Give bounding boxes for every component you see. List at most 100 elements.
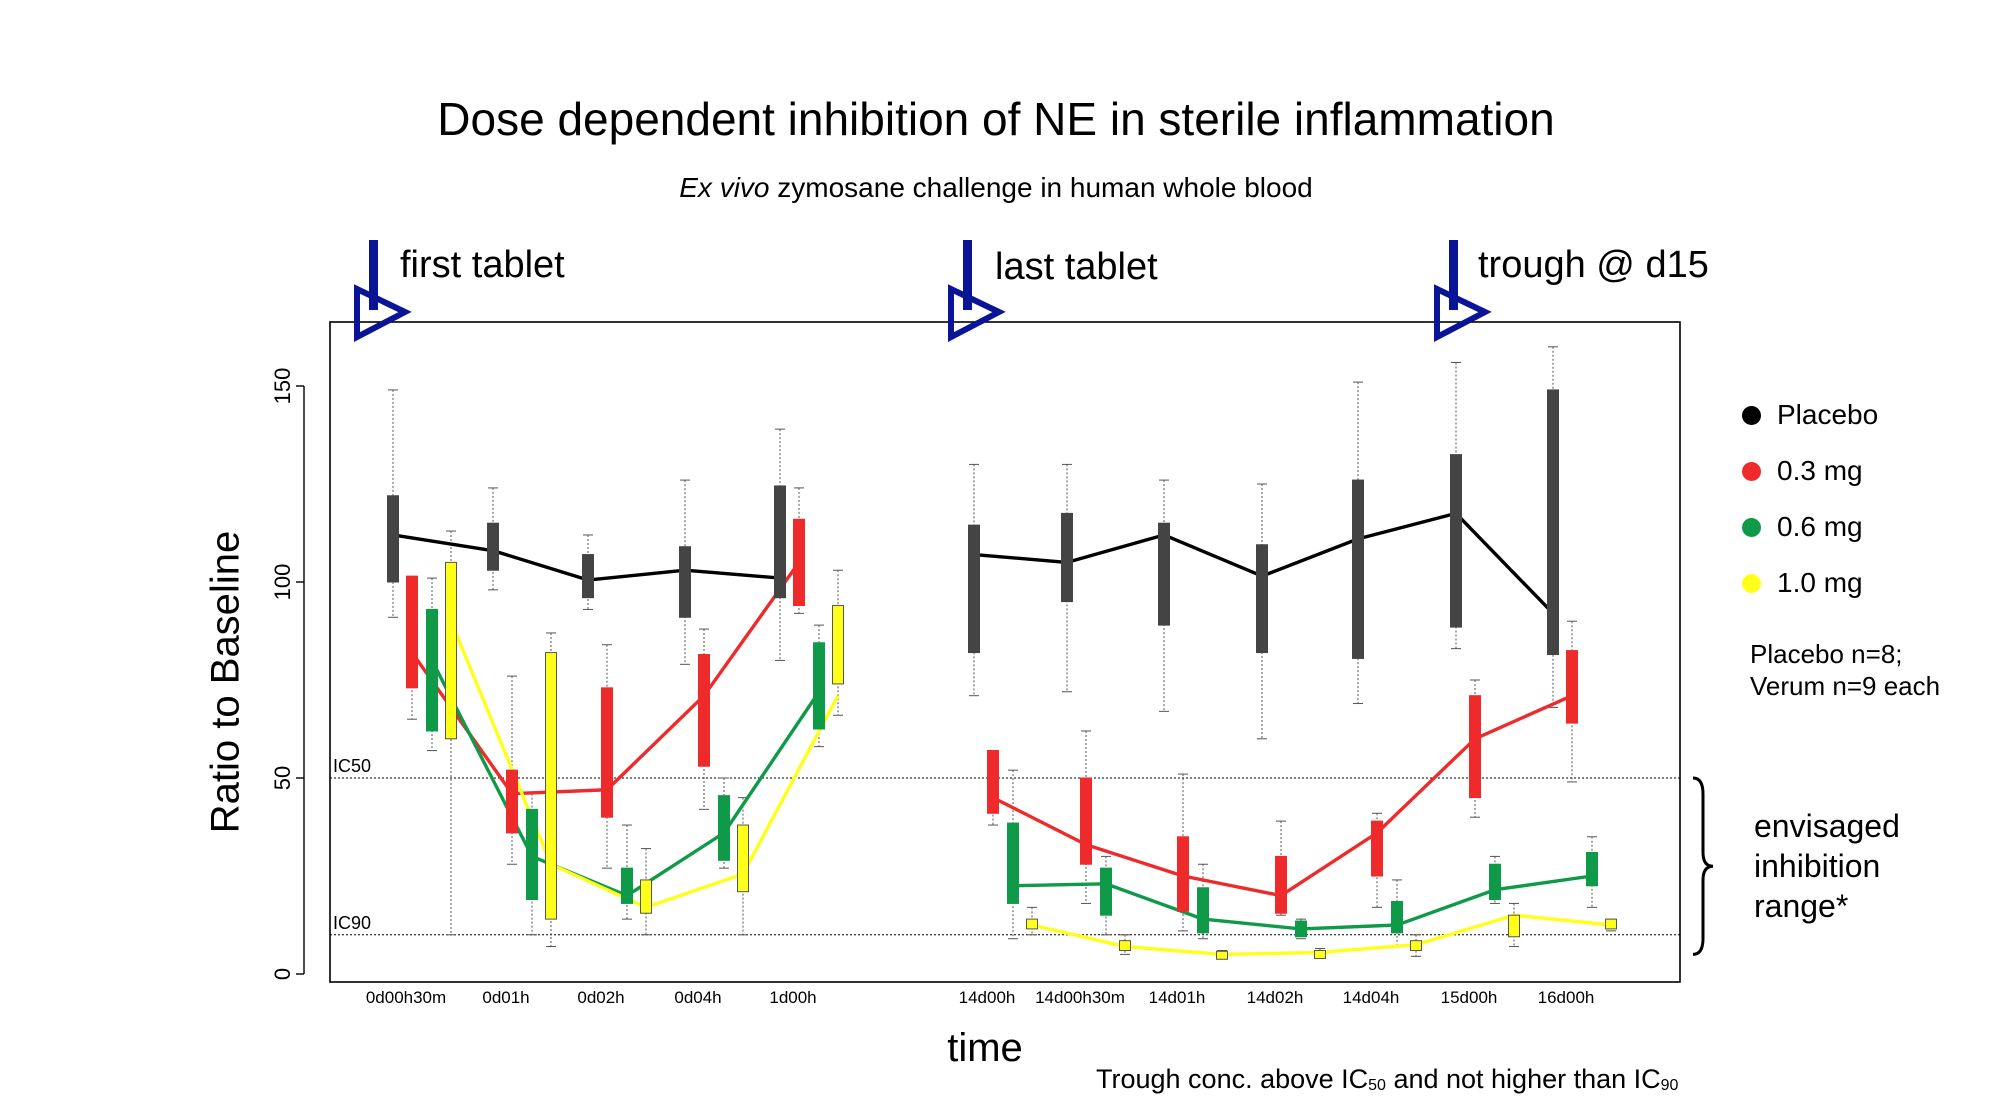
box-placebo bbox=[774, 485, 786, 599]
legend-label: 1.0 mg bbox=[1777, 567, 1863, 598]
box-03mg bbox=[406, 575, 418, 689]
box-03mg bbox=[1469, 695, 1481, 799]
envisaged-range-label: envisaged inhibition range* bbox=[1754, 806, 1900, 926]
box-06mg bbox=[1586, 851, 1598, 887]
marker-stem-icon bbox=[369, 240, 378, 310]
box-10mg bbox=[832, 605, 844, 685]
x-tick-label: 14d04h bbox=[1343, 988, 1400, 1007]
box-10mg bbox=[1026, 918, 1038, 930]
box-03mg bbox=[1566, 650, 1578, 724]
legend-label: Placebo bbox=[1777, 399, 1879, 430]
box-03mg bbox=[1275, 855, 1287, 914]
box-placebo bbox=[1061, 512, 1073, 603]
box-03mg bbox=[1177, 836, 1189, 912]
reference-label-ic50: IC50 bbox=[333, 756, 371, 776]
box-placebo bbox=[1158, 522, 1170, 626]
note-sub-50: 50 bbox=[1368, 1077, 1386, 1094]
box-10mg bbox=[1314, 949, 1326, 959]
y-tick-label: 100 bbox=[270, 564, 295, 601]
box-placebo bbox=[1352, 479, 1364, 659]
y-tick-label: 0 bbox=[270, 968, 295, 980]
y-tick-label: 50 bbox=[270, 766, 295, 790]
marker-triangle-icon bbox=[354, 284, 412, 342]
box-10mg bbox=[1216, 950, 1228, 960]
x-tick-label: 16d00h bbox=[1538, 988, 1595, 1007]
marker-label-trough: trough @ d15 bbox=[1478, 244, 1709, 286]
y-tick-label: 150 bbox=[270, 368, 295, 405]
legend-label: 0.6 mg bbox=[1777, 511, 1863, 542]
x-tick-label: 15d00h bbox=[1441, 988, 1498, 1007]
box-06mg bbox=[718, 795, 730, 861]
box-06mg bbox=[1295, 920, 1307, 938]
legend-dot-icon bbox=[1742, 405, 1761, 425]
marker-stem-icon bbox=[1449, 240, 1458, 310]
box-placebo bbox=[1256, 544, 1268, 654]
verum-n: Verum n=9 each bbox=[1750, 671, 1941, 701]
envisaged-line-2: inhibition bbox=[1754, 848, 1881, 884]
subtitle-rest: zymosane challenge in human whole blood bbox=[769, 172, 1313, 203]
placebo-n: Placebo n=8; bbox=[1750, 639, 1903, 669]
box-03mg bbox=[698, 654, 710, 767]
legend-dot-icon bbox=[1742, 573, 1761, 593]
box-10mg bbox=[1508, 914, 1520, 938]
x-tick-label: 0d01h bbox=[482, 988, 529, 1007]
box-10mg bbox=[445, 561, 457, 740]
x-tick-label: 1d00h bbox=[769, 988, 816, 1007]
marker-triangle-icon bbox=[1434, 284, 1492, 342]
note-prefix: Trough conc. above IC bbox=[1096, 1064, 1369, 1094]
marker-triangle-icon bbox=[948, 284, 1006, 342]
chart-title: Dose dependent inhibition of NE in steri… bbox=[437, 93, 1555, 145]
legend-item-03mg: 0.3 mg bbox=[1742, 443, 1878, 499]
x-tick-label: 14d01h bbox=[1149, 988, 1206, 1007]
y-axis-label: Ratio to Baseline bbox=[203, 530, 248, 834]
box-10mg bbox=[1410, 940, 1422, 951]
box-06mg bbox=[1100, 867, 1112, 916]
legend-label: 0.3 mg bbox=[1777, 455, 1863, 486]
box-06mg bbox=[526, 808, 538, 901]
box-10mg bbox=[1119, 940, 1131, 951]
box-03mg bbox=[987, 750, 999, 814]
box-03mg bbox=[601, 687, 613, 818]
trough-note: Trough conc. above IC50 and not higher t… bbox=[1096, 1064, 1678, 1095]
box-placebo bbox=[1547, 389, 1559, 656]
box-placebo bbox=[387, 495, 399, 583]
legend-dot-icon bbox=[1742, 461, 1761, 481]
box-placebo bbox=[487, 522, 499, 571]
chart-subtitle: Ex vivo zymosane challenge in human whol… bbox=[0, 172, 1992, 204]
x-tick-label: 0d02h bbox=[577, 988, 624, 1007]
x-axis-label: time bbox=[947, 1026, 1023, 1070]
x-tick-label: 0d00h30m bbox=[366, 988, 446, 1007]
box-placebo bbox=[968, 524, 980, 654]
box-06mg bbox=[1197, 887, 1209, 934]
legend-item-10mg: 1.0 mg bbox=[1742, 555, 1878, 611]
box-10mg bbox=[1605, 918, 1617, 930]
legend-item-placebo: Placebo bbox=[1742, 387, 1878, 443]
marker-label-first-tablet: first tablet bbox=[400, 244, 565, 286]
box-10mg bbox=[640, 879, 652, 914]
subtitle-italic: Ex vivo bbox=[679, 172, 770, 203]
box-placebo bbox=[679, 546, 691, 618]
box-06mg bbox=[1489, 863, 1501, 901]
legend: Placebo 0.3 mg 0.6 mg 1.0 mg bbox=[1742, 387, 1878, 611]
box-10mg bbox=[737, 824, 749, 893]
box-03mg bbox=[1080, 777, 1092, 865]
note-sub-90: 90 bbox=[1660, 1077, 1679, 1094]
legend-dot-icon bbox=[1742, 517, 1761, 537]
envisaged-line-1: envisaged bbox=[1754, 808, 1900, 844]
envisaged-line-3: range* bbox=[1754, 888, 1849, 924]
x-tick-label: 14d00h30m bbox=[1035, 988, 1125, 1007]
sample-size-note: Placebo n=8; Verum n=9 each bbox=[1750, 638, 1940, 702]
box-03mg bbox=[506, 769, 518, 834]
box-03mg bbox=[1371, 820, 1383, 877]
box-06mg bbox=[426, 608, 438, 732]
marker-stem-icon bbox=[963, 240, 972, 310]
x-tick-label: 14d00h bbox=[959, 988, 1016, 1007]
note-middle: and not higher than IC bbox=[1385, 1064, 1661, 1094]
box-03mg bbox=[793, 518, 805, 607]
box-06mg bbox=[1007, 822, 1019, 904]
marker-label-last-tablet: last tablet bbox=[995, 246, 1158, 288]
box-10mg bbox=[545, 652, 557, 920]
box-06mg bbox=[1391, 900, 1403, 934]
plot-frame bbox=[329, 321, 1681, 983]
